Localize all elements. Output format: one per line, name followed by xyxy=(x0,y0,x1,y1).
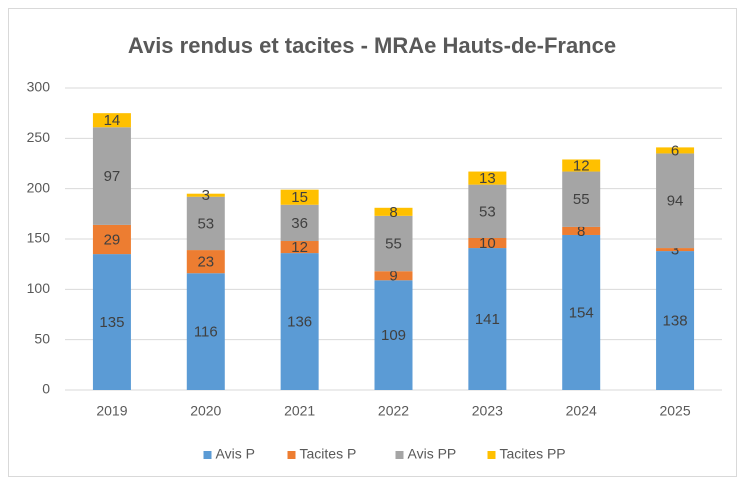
bar-segment xyxy=(656,147,695,154)
data-label: 154 xyxy=(569,304,594,321)
legend-swatch xyxy=(487,451,496,459)
data-label: 6 xyxy=(671,142,679,159)
bar-segment xyxy=(562,171,601,227)
chart-title: Avis rendus et tacites - MRAe Hauts-de-F… xyxy=(128,33,616,58)
bar-segment xyxy=(92,113,131,128)
x-tick-label: 2023 xyxy=(472,403,503,419)
legend-label: Avis P xyxy=(216,446,255,462)
data-label: 135 xyxy=(99,314,124,331)
data-label: 36 xyxy=(291,215,308,232)
bar-segment xyxy=(374,207,413,216)
bar-segment xyxy=(280,241,319,254)
bar-segment xyxy=(186,273,225,390)
data-label: 23 xyxy=(197,254,214,271)
data-label: 14 xyxy=(104,112,121,129)
data-label: 10 xyxy=(479,235,496,252)
bar-segment xyxy=(92,254,131,390)
bar-segment xyxy=(562,226,601,235)
bar-segment xyxy=(280,253,319,390)
legend-label: Tacites P xyxy=(300,446,357,462)
legend-swatch xyxy=(395,451,404,459)
bar-segment xyxy=(374,215,413,272)
data-label: 94 xyxy=(667,193,684,210)
bar-segment xyxy=(280,189,319,205)
y-tick-label: 300 xyxy=(27,79,51,95)
x-tick-label: 2019 xyxy=(96,403,127,419)
data-label: 55 xyxy=(385,235,402,252)
data-label: 3 xyxy=(671,242,679,259)
y-tick-label: 100 xyxy=(27,280,51,296)
data-label: 12 xyxy=(573,157,590,174)
bar-segment xyxy=(186,250,225,274)
x-tick-label: 2025 xyxy=(659,403,690,419)
x-tick-label: 2022 xyxy=(378,403,409,419)
y-tick-label: 200 xyxy=(27,179,51,195)
data-label: 138 xyxy=(663,313,688,330)
data-label: 3 xyxy=(202,187,210,204)
bar-segment xyxy=(374,271,413,281)
data-label: 141 xyxy=(475,311,500,328)
data-label: 97 xyxy=(104,168,121,185)
y-tick-label: 50 xyxy=(34,330,50,346)
data-label: 8 xyxy=(577,223,585,240)
bar-segment xyxy=(468,171,507,185)
bar-segment xyxy=(468,248,507,390)
bar-segment xyxy=(656,251,695,390)
legend-label: Tacites PP xyxy=(500,446,566,462)
bar-segment xyxy=(468,184,507,238)
legend-swatch xyxy=(287,451,296,459)
data-label: 9 xyxy=(389,268,397,285)
x-tick-label: 2021 xyxy=(284,403,315,419)
data-label: 116 xyxy=(194,324,218,341)
bar-segment xyxy=(656,153,695,249)
bar-segment xyxy=(374,280,413,390)
bar-segment xyxy=(186,193,225,197)
legend-label: Avis PP xyxy=(408,446,457,462)
data-label: 12 xyxy=(291,239,308,256)
data-label: 8 xyxy=(389,204,397,221)
data-label: 53 xyxy=(197,215,214,232)
y-tick-label: 150 xyxy=(27,230,51,246)
x-tick-label: 2020 xyxy=(190,403,221,419)
bar-segment xyxy=(280,204,319,242)
data-label: 109 xyxy=(381,327,406,344)
bar-segment xyxy=(186,196,225,251)
y-tick-label: 250 xyxy=(27,129,51,145)
bar-segment xyxy=(562,159,601,172)
bar-segment xyxy=(92,127,131,225)
bar-segment xyxy=(562,234,601,390)
data-label: 29 xyxy=(104,231,121,248)
bar-segment xyxy=(468,237,507,249)
data-label: 15 xyxy=(291,189,308,206)
data-label: 136 xyxy=(287,314,312,331)
x-tick-label: 2024 xyxy=(566,403,597,419)
data-label: 53 xyxy=(479,203,496,220)
bar-segment xyxy=(92,224,131,255)
data-label: 55 xyxy=(573,191,590,208)
y-tick-label: 0 xyxy=(42,381,50,397)
bar-segment xyxy=(656,248,695,252)
legend-swatch xyxy=(203,451,212,459)
data-label: 13 xyxy=(479,170,496,187)
